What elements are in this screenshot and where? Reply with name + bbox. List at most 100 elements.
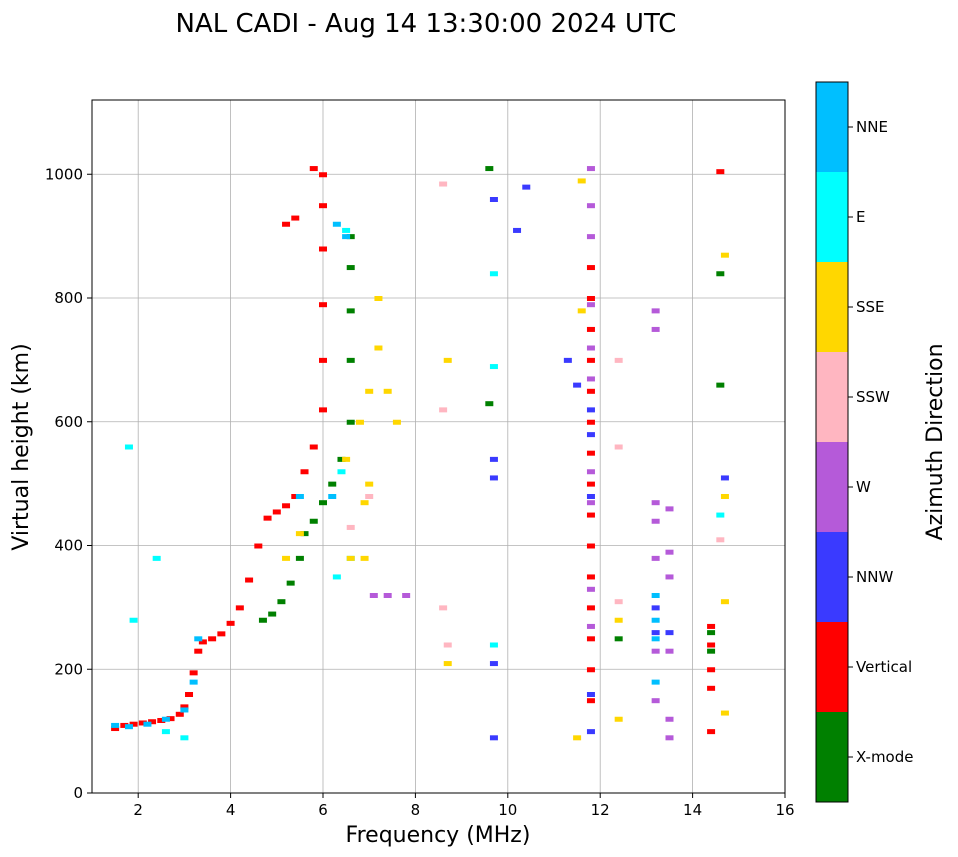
echo-point-w [651, 500, 660, 506]
echo-point-ssw [439, 181, 448, 187]
echo-point-vertical [138, 720, 147, 726]
echo-point-nne [651, 679, 660, 685]
echo-point-nnw [489, 197, 498, 202]
echo-point-w [651, 555, 660, 561]
echo-point-nne [161, 716, 170, 722]
echo-point-vertical [586, 698, 595, 704]
echo-point-vertical [319, 407, 327, 413]
echo-point-nne [295, 494, 304, 499]
echo-point-vertical [586, 388, 595, 394]
echo-point-x-mode [295, 555, 304, 561]
echo-point-sse [374, 296, 383, 301]
echo-point-w [369, 593, 378, 598]
echo-point-vertical [586, 636, 595, 642]
echo-point-vertical [148, 719, 157, 725]
echo-point-nnw [489, 735, 498, 741]
echo-point-nne [651, 593, 660, 598]
echo-point-vertical [707, 642, 716, 648]
echo-point-vertical [282, 221, 291, 227]
echo-point-vertical [166, 716, 175, 722]
x-tick-label: 14 [683, 801, 702, 819]
echo-point-w [651, 518, 660, 524]
colorbar-tick-label: E [856, 208, 865, 226]
echo-point-x-mode [337, 456, 346, 462]
echo-point-w [665, 648, 674, 654]
echo-point-nne [124, 724, 133, 730]
echo-point-e [180, 735, 189, 741]
echo-point-ssw [443, 642, 452, 648]
echo-point-vertical [707, 667, 716, 673]
echo-point-nnw [651, 630, 660, 636]
echo-point-w [665, 716, 674, 722]
echo-point-x-mode [346, 419, 355, 425]
colorbar-segment-w [816, 442, 848, 532]
echo-point-w [586, 469, 595, 475]
x-tick-label: 6 [318, 801, 328, 819]
echo-point-w [586, 345, 595, 351]
echo-point-vertical [586, 326, 595, 332]
echo-point-x-mode [277, 599, 286, 605]
echo-point-e [124, 444, 133, 450]
echo-point-w [651, 326, 660, 332]
colorbar-tick-label: SSW [856, 388, 890, 406]
echo-point-vertical [291, 494, 300, 499]
echo-point-nnw [586, 407, 595, 413]
echo-point-x-mode [485, 401, 494, 407]
echo-point-vertical [586, 265, 595, 271]
colorbar-segment-nnw [816, 532, 848, 622]
echo-point-e [332, 574, 341, 580]
y-tick-label: 600 [54, 413, 83, 431]
echo-point-e [129, 617, 138, 623]
echo-point-nnw [665, 630, 674, 636]
colorbar-frame [815, 81, 849, 803]
x-tick-label: 16 [775, 801, 794, 819]
echo-point-ssw [716, 537, 725, 543]
echo-point-vertical [586, 357, 595, 363]
echo-point-w [651, 648, 660, 654]
echo-point-w [402, 593, 411, 598]
y-tick-label: 400 [54, 537, 83, 555]
echo-point-vertical [185, 692, 194, 697]
x-tick-label: 12 [591, 801, 610, 819]
echo-point-sse [360, 555, 369, 561]
echo-point-w [665, 506, 674, 512]
echo-point-x-mode [716, 382, 725, 388]
echo-point-ssw [614, 599, 623, 605]
echo-point-e [337, 469, 346, 475]
plot-area: 2 4 6 8 10 12 14 16 0 200 400 600 800 1000 [45, 99, 795, 819]
echo-point-x-mode [346, 357, 355, 363]
echo-point-vertical [120, 722, 129, 728]
echo-point-sse [355, 419, 364, 425]
echo-point-nnw [522, 184, 531, 190]
echo-point-ssw [614, 357, 623, 363]
echo-point-vertical [586, 450, 595, 456]
echo-point-vertical [319, 172, 327, 178]
echo-point-sse [346, 555, 355, 561]
echo-point-nne [651, 617, 660, 623]
echo-point-nne [651, 636, 660, 642]
echo-point-ssw [439, 605, 448, 611]
echo-point-sse [577, 178, 586, 184]
gridlines [92, 100, 786, 794]
echo-point-nnw [586, 432, 595, 438]
colorbar-segment-x-mode [816, 712, 848, 802]
echo-point-vertical [707, 685, 716, 691]
echo-point-sse [295, 531, 304, 537]
plot-frame [91, 99, 786, 794]
x-tick-label: 4 [226, 801, 236, 819]
echo-point-nnw [586, 692, 595, 697]
colorbar-segment-sse [816, 262, 848, 352]
echo-point-nnw [651, 605, 660, 611]
x-tick-label: 2 [133, 801, 143, 819]
echo-point-vertical [716, 169, 725, 175]
y-tick-label: 1000 [45, 165, 83, 183]
echo-point-sse [720, 252, 729, 258]
echo-point-w [586, 376, 595, 382]
echo-point-sse [374, 345, 383, 351]
data-points [111, 166, 729, 741]
echo-point-ssw [346, 524, 355, 530]
echo-point-sse [614, 716, 623, 722]
echo-point-nnw [489, 475, 498, 481]
echo-point-vertical [586, 481, 595, 487]
